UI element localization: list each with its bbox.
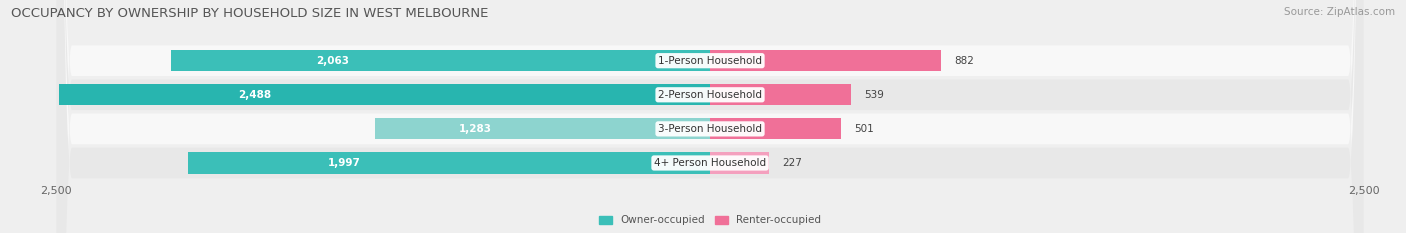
Text: 882: 882 <box>953 56 973 66</box>
Text: 2,063: 2,063 <box>316 56 349 66</box>
FancyBboxPatch shape <box>56 0 1364 233</box>
Text: 2-Person Household: 2-Person Household <box>658 90 762 100</box>
Bar <box>710 84 851 105</box>
FancyBboxPatch shape <box>56 0 1364 233</box>
Bar <box>188 152 710 174</box>
Text: 501: 501 <box>853 124 875 134</box>
FancyBboxPatch shape <box>56 0 1364 233</box>
Bar <box>170 50 710 71</box>
Text: 2,488: 2,488 <box>238 90 271 100</box>
Text: 1,997: 1,997 <box>328 158 361 168</box>
Bar <box>710 50 941 71</box>
Bar <box>710 152 769 174</box>
Text: 4+ Person Household: 4+ Person Household <box>654 158 766 168</box>
Text: 3-Person Household: 3-Person Household <box>658 124 762 134</box>
Text: 227: 227 <box>783 158 803 168</box>
Text: 1-Person Household: 1-Person Household <box>658 56 762 66</box>
Text: OCCUPANCY BY OWNERSHIP BY HOUSEHOLD SIZE IN WEST MELBOURNE: OCCUPANCY BY OWNERSHIP BY HOUSEHOLD SIZE… <box>11 7 489 20</box>
FancyBboxPatch shape <box>56 0 1364 233</box>
Bar <box>710 118 841 140</box>
Text: 539: 539 <box>865 90 884 100</box>
Bar <box>374 118 710 140</box>
Text: Source: ZipAtlas.com: Source: ZipAtlas.com <box>1284 7 1395 17</box>
Bar <box>59 84 710 105</box>
Text: 1,283: 1,283 <box>458 124 492 134</box>
Legend: Owner-occupied, Renter-occupied: Owner-occupied, Renter-occupied <box>595 211 825 230</box>
